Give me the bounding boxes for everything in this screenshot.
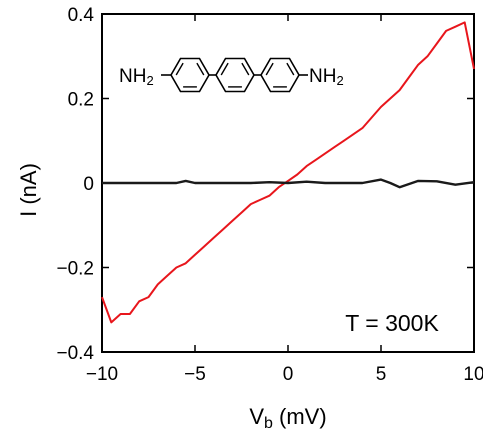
x-tick-label: −5 bbox=[184, 364, 206, 385]
ring-double-bond bbox=[220, 62, 229, 76]
ring-double-bond bbox=[265, 62, 274, 76]
benzene-ring bbox=[170, 57, 210, 93]
data-series bbox=[101, 21, 475, 324]
x-tick-label: 0 bbox=[283, 364, 294, 385]
series-red-line bbox=[101, 21, 475, 324]
x-axis-label-unit: (mV) bbox=[273, 404, 327, 429]
x-axis-label-sub: b bbox=[264, 415, 273, 432]
x-axis-label-main: V bbox=[249, 404, 264, 429]
x-tick-label: 10 bbox=[463, 364, 483, 385]
molecule-structure: NH2 NH2 bbox=[119, 57, 344, 93]
y-axis-ticks: −0.4 −0.2 0 0.2 0.4 bbox=[56, 5, 474, 364]
y-tick-label: 0.4 bbox=[68, 5, 95, 26]
y-tick-label: 0.2 bbox=[68, 90, 94, 111]
molecule-right-group: NH2 bbox=[309, 66, 344, 88]
y-tick-label: 0 bbox=[83, 174, 94, 195]
benzene-ring bbox=[215, 57, 255, 93]
molecule-left-group: NH2 bbox=[119, 66, 154, 88]
x-axis-ticks: −10 −5 0 5 10 bbox=[86, 14, 483, 385]
ring-double-bond bbox=[241, 62, 250, 76]
benzene-rings bbox=[170, 57, 300, 93]
x-tick-label: −10 bbox=[86, 364, 118, 385]
y-axis-label: I (nA) bbox=[16, 163, 41, 217]
x-tick-label: 5 bbox=[376, 364, 387, 385]
series-black-line bbox=[102, 178, 475, 189]
temperature-annotation: T = 300K bbox=[345, 310, 439, 336]
y-tick-label: −0.2 bbox=[56, 259, 94, 280]
ring-double-bond bbox=[175, 62, 184, 76]
x-axis-label: Vb (mV) bbox=[249, 404, 326, 432]
ring-double-bond bbox=[286, 62, 295, 76]
ring-double-bond bbox=[196, 62, 205, 76]
y-tick-label: −0.4 bbox=[56, 343, 94, 364]
benzene-ring bbox=[260, 57, 300, 93]
